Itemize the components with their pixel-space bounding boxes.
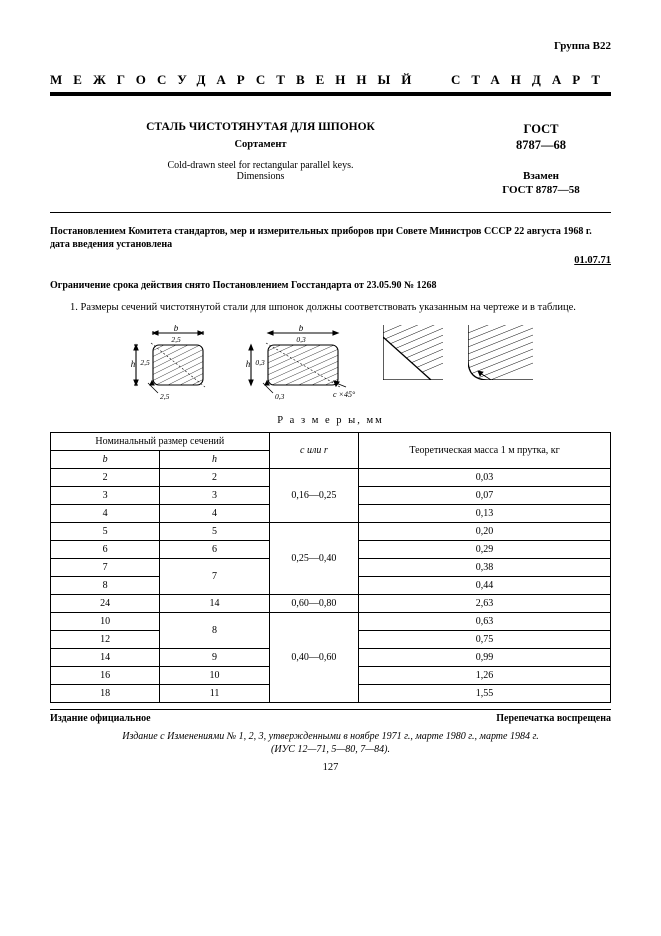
- sizes-label: Р а з м е р ы, мм: [50, 415, 611, 426]
- col-c-or-r: с или r: [269, 432, 358, 468]
- table-row: 24140,60—0,802,63: [51, 594, 611, 612]
- diagram-square-fillet: b 2,5 h 2,5 2,5: [128, 325, 218, 400]
- table-header-row: Номинальный размер сечений с или r Теоре…: [51, 432, 611, 450]
- banner-title: МЕЖГОСУДАРСТВЕННЫЙ СТАНДАРТ: [50, 72, 611, 96]
- svg-text:0,3: 0,3: [296, 335, 306, 344]
- title-en-1: Cold-drawn steel for rectangular paralle…: [50, 160, 471, 171]
- svg-text:0,3: 0,3: [275, 392, 285, 400]
- gost-num: 8787—68: [516, 138, 566, 152]
- svg-text:r: r: [498, 377, 502, 380]
- title-sub: Сортамент: [50, 139, 471, 150]
- footer-left: Издание официальное: [50, 713, 151, 724]
- page-number: 127: [50, 762, 611, 773]
- table-row: 550,25—0,400,20: [51, 522, 611, 540]
- restriction-text: Ограничение срока действия снято Постано…: [50, 280, 611, 291]
- decree-date: 01.07.71: [50, 255, 611, 266]
- svg-text:b: b: [174, 325, 179, 333]
- table-row: 220,16—0,250,03: [51, 468, 611, 486]
- diagram-detail-chamfer: [383, 325, 443, 380]
- decree-text: Постановлением Комитета стандартов, мер …: [50, 225, 611, 251]
- footer-editions: Издание с Изменениями № 1, 2, 3, утвержд…: [50, 730, 611, 756]
- col-nominal: Номинальный размер сечений: [51, 432, 270, 450]
- zamen-num: ГОСТ 8787—58: [502, 184, 579, 196]
- col-b: b: [51, 450, 160, 468]
- svg-text:2,5: 2,5: [160, 392, 170, 400]
- diagram-detail-fillet: r: [468, 325, 533, 380]
- zamen-label: Взамен: [523, 170, 559, 182]
- title-main: СТАЛЬ ЧИСТОТЯНУТАЯ ДЛЯ ШПОНОК: [50, 121, 471, 133]
- footer-row: Издание официальное Перепечатка воспреще…: [50, 709, 611, 724]
- svg-text:0,3: 0,3: [255, 358, 265, 367]
- svg-text:b: b: [299, 325, 304, 333]
- header-block: СТАЛЬ ЧИСТОТЯНУТАЯ ДЛЯ ШПОНОК Сортамент …: [50, 121, 611, 213]
- svg-text:2,5: 2,5: [171, 335, 181, 344]
- svg-text:h: h: [131, 359, 136, 369]
- svg-text:c ×45°: c ×45°: [333, 390, 356, 399]
- col-h: h: [160, 450, 269, 468]
- dimensions-table: Номинальный размер сечений с или r Теоре…: [50, 432, 611, 703]
- svg-text:h: h: [246, 359, 251, 369]
- title-en-2: Dimensions: [50, 171, 471, 182]
- gost-label: ГОСТ: [524, 122, 559, 136]
- table-row: 1080,40—0,600,63: [51, 612, 611, 630]
- col-mass: Теоретическая масса 1 м прутка, кг: [359, 432, 611, 468]
- svg-text:2,5: 2,5: [140, 358, 150, 367]
- group-label: Группа В22: [50, 40, 611, 52]
- diagram-row: b 2,5 h 2,5 2,5: [50, 325, 611, 400]
- diagram-rect-chamfer: b 0,3 h 0,3 0,3 c ×45°: [243, 325, 358, 400]
- paragraph-1: 1. Размеры сечений чистотянутой стали дл…: [50, 301, 611, 315]
- footer-right: Перепечатка воспрещена: [496, 713, 611, 724]
